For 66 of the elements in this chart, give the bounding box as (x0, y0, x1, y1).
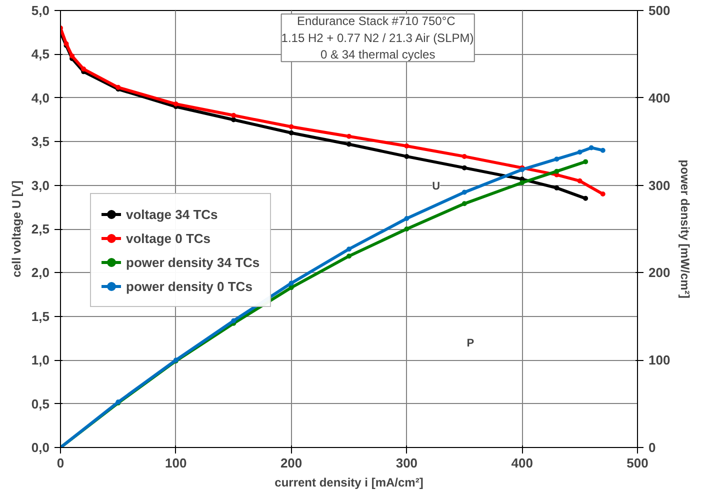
point (81, 66, 86, 72)
point (288, 280, 294, 286)
y-tick-label: 4,0 (31, 90, 50, 106)
y2-tick-label: 0 (648, 440, 656, 455)
point (288, 130, 294, 136)
y2-tick-label: 100 (648, 352, 670, 368)
y2-tick-label: 300 (648, 178, 670, 193)
point (600, 148, 606, 153)
point (583, 159, 588, 164)
y-tick-label: 0,0 (31, 440, 50, 455)
y-tick-label: 2,5 (31, 222, 50, 236)
legend-label: voltage 0 TCs (126, 230, 211, 246)
point (588, 145, 594, 150)
legend-label: power density 34 TCs (126, 254, 260, 270)
y-tick-label: 1,0 (31, 352, 50, 368)
point (554, 185, 560, 190)
y2-tick-label: 200 (648, 265, 670, 280)
x-tick-label: 0 (56, 456, 64, 470)
y-tick-label: 2,0 (31, 265, 50, 280)
point (404, 154, 410, 159)
y-tick-label: 3,0 (31, 178, 50, 193)
x-tick-label: 100 (165, 456, 187, 470)
y2-axis-title: power density [mW/cm²] (678, 160, 692, 298)
annotation: Endurance Stack #710 750°C 1.15 H2 + 0.77 N2 / 21.3 Air (SLPM) 0 & 34 thermal cycles (281, 14, 474, 62)
x-tick-label: 200 (280, 456, 302, 470)
point (346, 142, 352, 147)
y-tick-label: 0,5 (31, 396, 50, 412)
y-axis-title: cell voltage U [V] (9, 180, 24, 278)
y-tick-label: 3,5 (31, 134, 50, 150)
point (462, 190, 467, 195)
point (346, 254, 352, 259)
x-axis-title: current density i [mA/cm²] (274, 476, 424, 490)
point (346, 134, 352, 139)
point (288, 285, 294, 290)
legend-label: power density 0 TCs (126, 278, 252, 294)
point (600, 192, 606, 197)
y-tick-label: 5,0 (31, 3, 50, 18)
x-tick-label: 300 (396, 456, 418, 470)
point (462, 154, 467, 159)
point (231, 117, 236, 122)
point (404, 143, 410, 148)
point (404, 226, 410, 232)
y-tick-label: 1,5 (31, 308, 50, 324)
point (231, 112, 236, 118)
y2-tick-label: 400 (648, 90, 670, 106)
point (404, 216, 410, 222)
y2-tick-label: 500 (648, 3, 670, 18)
annotation: U (432, 180, 440, 192)
point (462, 165, 467, 170)
point (346, 246, 352, 252)
point (583, 196, 588, 201)
point (231, 318, 236, 324)
point (577, 178, 582, 184)
point (577, 150, 582, 155)
x-tick-label: 400 (511, 456, 533, 470)
point (462, 201, 467, 206)
point (288, 124, 294, 130)
y-tick-label: 4,5 (31, 46, 50, 62)
annotation: P (466, 338, 474, 350)
x-tick-label: 500 (626, 456, 648, 470)
point (554, 168, 560, 174)
point (554, 156, 560, 162)
point (520, 180, 525, 186)
point (70, 53, 75, 58)
legend-label: voltage 34 TCs (126, 206, 218, 222)
point (173, 102, 178, 107)
